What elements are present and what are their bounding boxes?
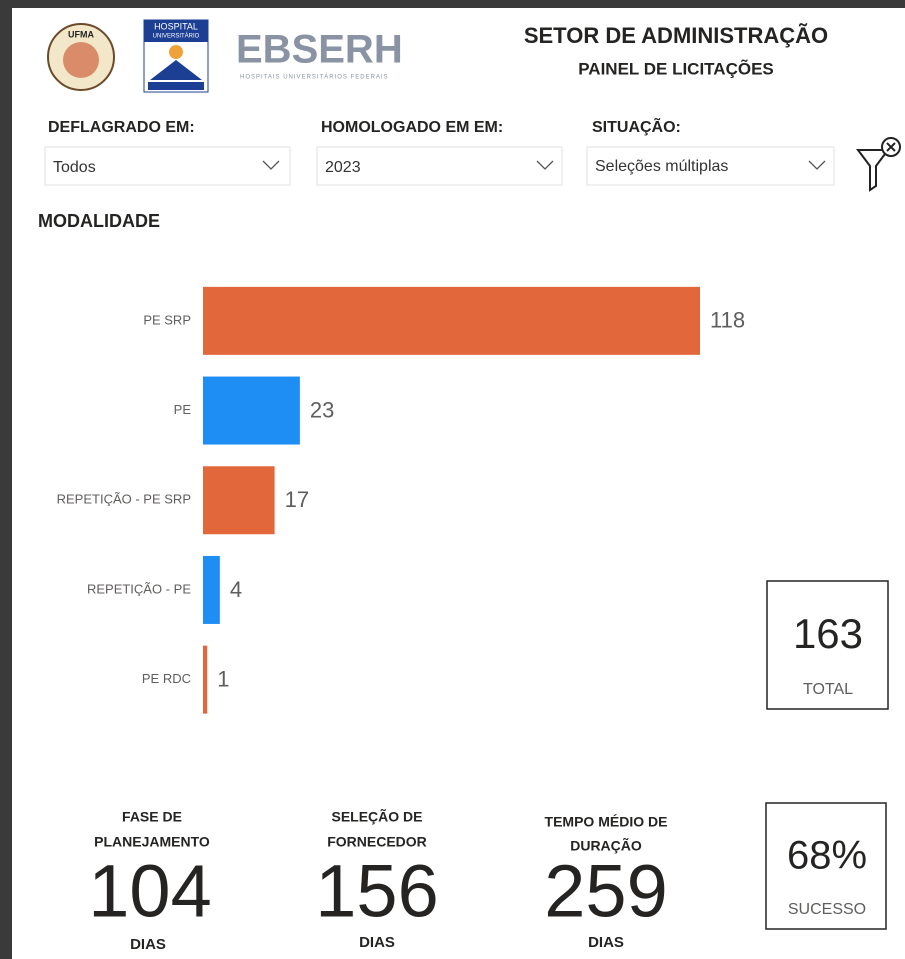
dropdown-value: Seleções múltiplas bbox=[595, 158, 728, 175]
value-label: 118 bbox=[710, 308, 745, 333]
bar bbox=[203, 555, 220, 624]
subtitle: PAINEL DE LICITAÇÕES bbox=[578, 58, 774, 78]
filter-label: SITUAÇÃO: bbox=[592, 116, 681, 136]
bar bbox=[203, 466, 275, 535]
card-label: SUCESSO bbox=[788, 901, 866, 918]
card bbox=[766, 580, 889, 710]
hospital-text: UNIVERSITÁRIO bbox=[153, 33, 200, 40]
clear-filter-icon[interactable] bbox=[856, 137, 901, 192]
ufma-logo: UFMA bbox=[47, 23, 115, 91]
card-label: TOTAL bbox=[803, 681, 853, 698]
bar bbox=[203, 376, 300, 445]
kpi-label: DURAÇÃO bbox=[570, 837, 642, 854]
filter-label: HOMOLOGADO EM EM: bbox=[321, 119, 503, 136]
value-label: 1 bbox=[217, 666, 229, 691]
bar bbox=[203, 645, 208, 714]
category-label: PE bbox=[174, 402, 192, 417]
value-label: 4 bbox=[230, 577, 242, 602]
value-label: 23 bbox=[310, 397, 334, 422]
kpi-value: 259 bbox=[544, 850, 667, 933]
hospital-logo: HOSPITAL UNIVERSITÁRIO bbox=[143, 19, 209, 93]
category-label: PE SRP bbox=[143, 312, 191, 327]
kpi-unit: DIAS bbox=[359, 934, 395, 951]
kpi-value: 104 bbox=[88, 850, 211, 933]
filter[interactable]: DEFLAGRADO EM: Todos bbox=[44, 119, 291, 186]
filter[interactable]: HOMOLOGADO EM EM: 2023 bbox=[316, 119, 563, 186]
kpi-label: SELEÇÃO DE bbox=[331, 808, 422, 825]
category-label: PE RDC bbox=[142, 671, 191, 686]
dropdown-value: Todos bbox=[53, 159, 96, 176]
value-label: 17 bbox=[285, 487, 309, 512]
ebserh-logo: EBSERH HOSPITAIS UNIVERSITÁRIOS FEDERAIS bbox=[236, 28, 403, 81]
category-label: REPETIÇÃO - PE SRP bbox=[57, 492, 191, 507]
bar bbox=[203, 286, 700, 355]
ebserh-text: EBSERH bbox=[236, 28, 403, 72]
bar-chart: PE SRP 118 PE 23 REPETIÇÃO - PE SRP 17 REPETIÇ… bbox=[57, 286, 745, 714]
kpi-label: TEMPO MÉDIO DE bbox=[545, 814, 668, 830]
filter-label: DEFLAGRADO EM: bbox=[48, 119, 195, 136]
hospital-text: HOSPITAL bbox=[154, 21, 198, 31]
dropdown[interactable] bbox=[586, 146, 835, 186]
kpi-label: FASE DE bbox=[122, 809, 182, 825]
ebserh-sub: HOSPITAIS UNIVERSITÁRIOS FEDERAIS bbox=[240, 74, 389, 81]
card-value: 163 bbox=[793, 610, 863, 657]
kpi-unit: DIAS bbox=[130, 936, 166, 953]
category-label: REPETIÇÃO - PE bbox=[87, 581, 191, 596]
kpi-value: 156 bbox=[315, 850, 438, 933]
dropdown[interactable] bbox=[44, 146, 291, 186]
card-value: 68% bbox=[787, 834, 867, 878]
kpi-label: PLANEJAMENTO bbox=[94, 834, 210, 850]
chart-title: MODALIDADE bbox=[38, 211, 160, 231]
ufma-text: UFMA bbox=[68, 29, 94, 39]
filter[interactable]: SITUAÇÃO: Seleções múltiplas bbox=[586, 116, 835, 186]
dropdown-value: 2023 bbox=[325, 159, 361, 176]
card bbox=[765, 802, 887, 930]
kpi-label: FORNECEDOR bbox=[327, 834, 427, 850]
title: SETOR DE ADMINISTRAÇÃO bbox=[524, 23, 828, 48]
dropdown[interactable] bbox=[316, 146, 563, 186]
kpi-unit: DIAS bbox=[588, 934, 624, 951]
